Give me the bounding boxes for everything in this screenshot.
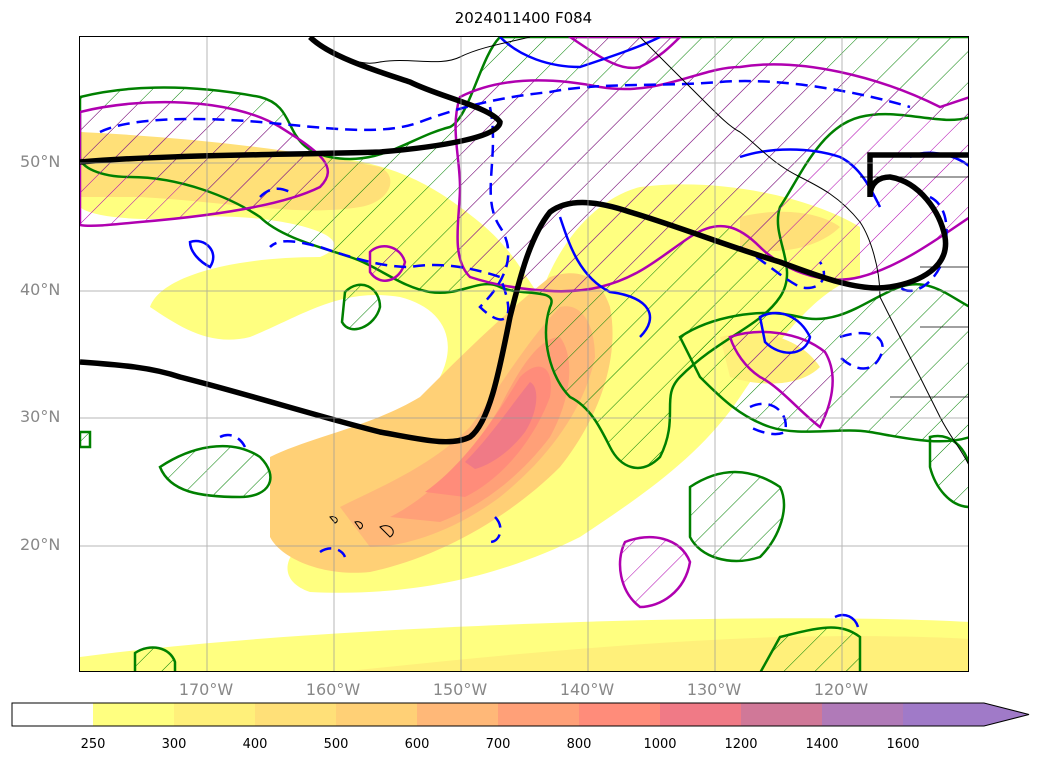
colorbar-tick-label: 1600 (886, 737, 920, 752)
colorbar-tick-label: 250 (80, 737, 106, 752)
colorbar-tick-label: 1400 (805, 737, 839, 752)
map-panel (79, 36, 969, 672)
lon-label-160w: 160°W (305, 680, 361, 699)
colorbar-swatch (741, 703, 822, 726)
lon-label-140w: 140°W (559, 680, 615, 699)
colorbar-swatch (822, 703, 903, 726)
lon-label-120w: 120°W (813, 680, 869, 699)
lon-label-170w: 170°W (178, 680, 234, 699)
colorbar-swatch (498, 703, 579, 726)
black-isolines (80, 37, 968, 445)
colorbar-swatch (93, 703, 174, 726)
lat-label-50n: 50°N (20, 152, 61, 171)
coastlines (309, 37, 968, 538)
colorbar-tick-label: 400 (242, 737, 268, 752)
colorbar-swatch (660, 703, 741, 726)
colorbar-tick-label: 800 (566, 737, 592, 752)
colorbar-swatch-below (12, 703, 93, 726)
lat-label-20n: 20°N (20, 535, 61, 554)
lon-label-130w: 130°W (686, 680, 742, 699)
colorbar-tick-label: 700 (485, 737, 511, 752)
colorbar-tick-label: 1200 (724, 737, 758, 752)
colorbar-outline (11, 702, 1030, 727)
lat-label-40n: 40°N (20, 280, 61, 299)
colorbar-swatch (417, 703, 498, 726)
colorbar-swatch (579, 703, 660, 726)
colorbar-tick-label: 500 (323, 737, 349, 752)
plot-title: 2024011400 F084 (454, 9, 593, 27)
map-canvas (80, 37, 968, 671)
lon-label-150w: 150°W (432, 680, 488, 699)
colorbar-tick-label: 300 (161, 737, 187, 752)
colorbar-swatch-extend (903, 703, 1029, 726)
lat-label-30n: 30°N (20, 407, 61, 426)
colorbar-swatches (11, 702, 1030, 727)
colorbar-swatch (174, 703, 255, 726)
colorbar-tick-label: 1000 (643, 737, 677, 752)
colorbar-swatch (336, 703, 417, 726)
gridlines (80, 37, 968, 671)
borders (860, 176, 968, 398)
colorbar-tick-label: 600 (404, 737, 430, 752)
colorbar-swatch (255, 703, 336, 726)
